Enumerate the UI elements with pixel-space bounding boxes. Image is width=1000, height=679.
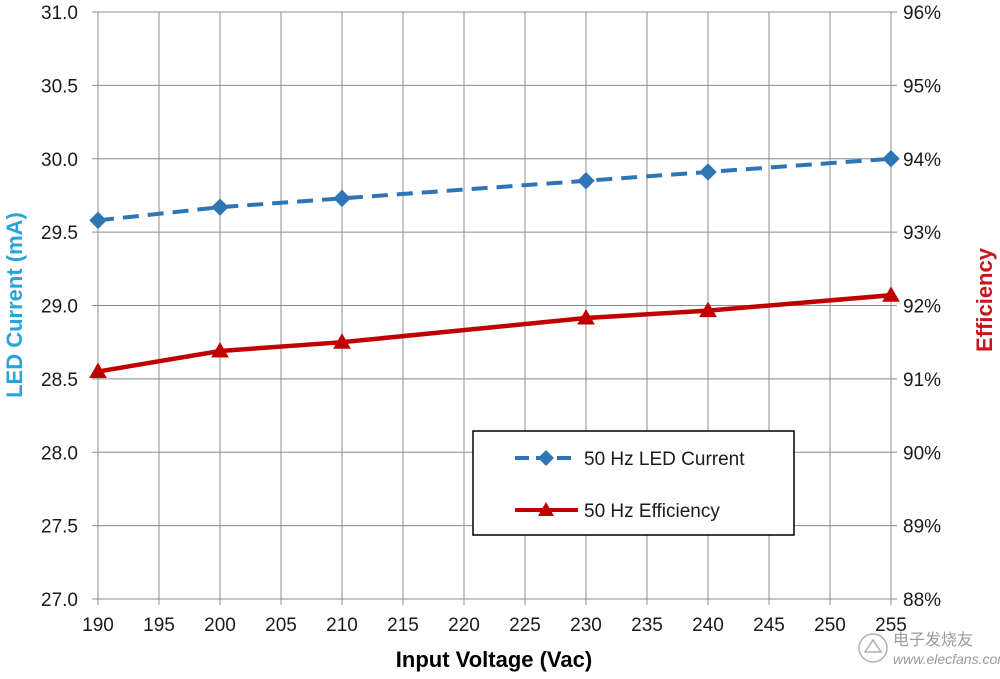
y-left-tick-label: 29.5 (41, 223, 78, 244)
x-tick-label: 250 (814, 615, 846, 636)
y-left-tick-label: 30.5 (41, 76, 78, 97)
plot-area-border (97, 11, 892, 600)
y-right-tick-label: 94% (903, 150, 941, 171)
watermark-logo-icon (858, 633, 888, 663)
legend-label: 50 Hz LED Current (584, 449, 745, 470)
y-axis-right-title: Efficiency (972, 247, 997, 352)
data-point (89, 211, 107, 230)
data-point (577, 172, 595, 190)
y-left-tick-label: 29.0 (41, 297, 78, 318)
watermark-site-name: 电子发烧友 (893, 631, 973, 649)
x-tick-label: 235 (631, 615, 663, 636)
x-tick-label: 200 (204, 615, 236, 636)
watermark: 电子发烧友 www.elecfans.com (858, 631, 1000, 667)
series-efficiency (89, 286, 900, 379)
legend: 50 Hz LED Current 50 Hz Efficiency (472, 430, 795, 536)
y-right-tick-label: 93% (903, 223, 941, 244)
x-tick-label: 225 (509, 615, 541, 636)
y-right-tick-label: 88% (903, 590, 941, 611)
y-right-tick-label: 96% (903, 3, 941, 24)
x-tick-label: 245 (753, 615, 785, 636)
y-left-tick-label: 28.0 (41, 443, 78, 464)
y-right-tick-label: 92% (903, 297, 941, 318)
data-point (211, 341, 229, 358)
axes: 190 195 200 205 210 215 220 225 230 235 240 245 250 2… (41, 3, 941, 636)
x-tick-label: 190 (82, 615, 114, 636)
data-point (882, 286, 900, 302)
y-left-tick-label: 30.0 (41, 150, 78, 171)
legend-swatch-marker (538, 502, 554, 516)
legend-label: 50 Hz Efficiency (584, 501, 720, 522)
y-right-tick-label: 90% (903, 443, 941, 464)
data-point (211, 198, 229, 216)
y-left-tick-label: 27.5 (41, 517, 78, 538)
x-tick-label: 210 (326, 615, 358, 636)
data-point (699, 163, 717, 181)
x-tick-label: 230 (570, 615, 602, 636)
y-left-tick-label: 27.0 (41, 590, 78, 611)
data-point (333, 333, 351, 349)
y-left-tick-label: 28.5 (41, 370, 78, 391)
data-point (699, 301, 717, 318)
y-right-tick-label: 95% (903, 76, 941, 97)
y-left-tick-label: 31.0 (41, 3, 78, 24)
y-axis-left-title: LED Current (mA) (2, 212, 27, 398)
x-tick-label: 255 (875, 615, 907, 636)
x-tick-label: 205 (265, 615, 297, 636)
y-right-tick-label: 91% (903, 370, 941, 391)
y-right-tick-label: 89% (903, 517, 941, 538)
series-line (97, 156, 892, 223)
x-tick-label: 220 (448, 615, 480, 636)
series-line (97, 292, 892, 374)
x-tick-label: 240 (692, 615, 724, 636)
data-point (577, 308, 595, 325)
data-point (333, 189, 351, 208)
x-tick-label: 195 (143, 615, 175, 636)
series-led-current (89, 150, 900, 230)
legend-swatch-marker (538, 450, 554, 466)
data-point (89, 362, 107, 379)
legend-box (472, 430, 795, 536)
x-tick-label: 215 (387, 615, 419, 636)
watermark-logo-mark (863, 638, 883, 653)
watermark-url: www.elecfans.com (893, 651, 1000, 667)
series-layer (89, 150, 900, 379)
data-point (882, 150, 900, 168)
x-axis-title: Input Voltage (Vac) (396, 647, 592, 672)
